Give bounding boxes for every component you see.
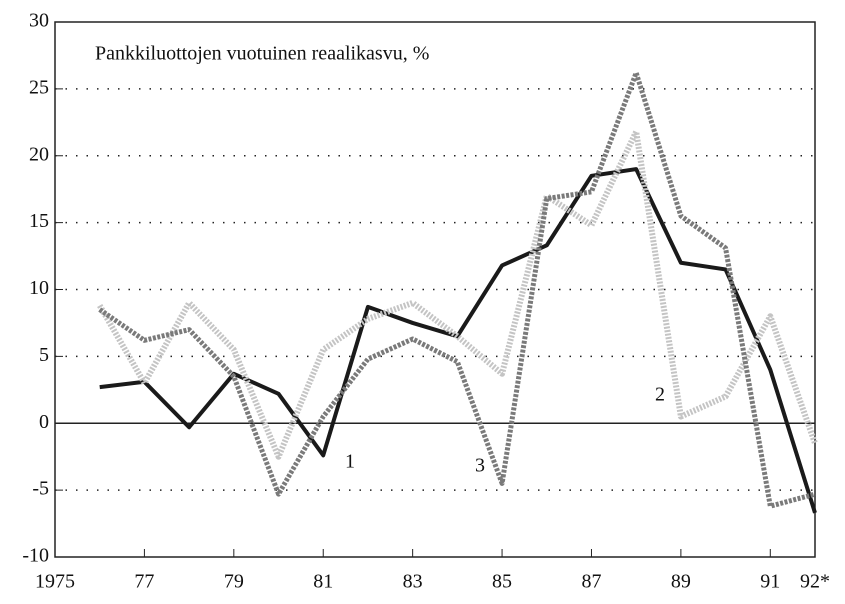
series-label: 1: [345, 451, 355, 473]
y-tick-label: 10: [29, 277, 49, 299]
x-tick-label: 81: [313, 571, 333, 593]
x-tick-label: 85: [492, 571, 512, 593]
x-tick-label: 92*: [800, 571, 830, 593]
series-line: [97, 128, 818, 460]
x-tick-label: 89: [671, 571, 691, 593]
y-tick-label: 0: [39, 411, 49, 433]
y-tick-label: 30: [29, 10, 49, 32]
series-label: 3: [475, 455, 485, 477]
x-tick-label: 77: [134, 571, 154, 593]
chart-title: Pankkiluottojen vuotuinen reaalikasvu, %: [95, 43, 429, 65]
series-line: [98, 70, 816, 509]
series-line: [99, 167, 817, 514]
x-tick-label: 91: [760, 571, 780, 593]
plot-frame: [54, 21, 816, 558]
y-tick-label: 25: [29, 76, 49, 98]
x-tick-label: 1975: [35, 571, 75, 593]
series-label: 2: [655, 384, 665, 406]
y-tick-label: 5: [39, 344, 49, 366]
y-tick-label: 20: [29, 143, 49, 165]
y-tick-label: -5: [32, 478, 49, 500]
y-tick-label: 15: [29, 210, 49, 232]
x-tick-label: 83: [403, 571, 423, 593]
x-tick-label: 79: [224, 571, 244, 593]
x-tick-label: 87: [581, 571, 601, 593]
y-tick-label: -10: [22, 545, 49, 567]
